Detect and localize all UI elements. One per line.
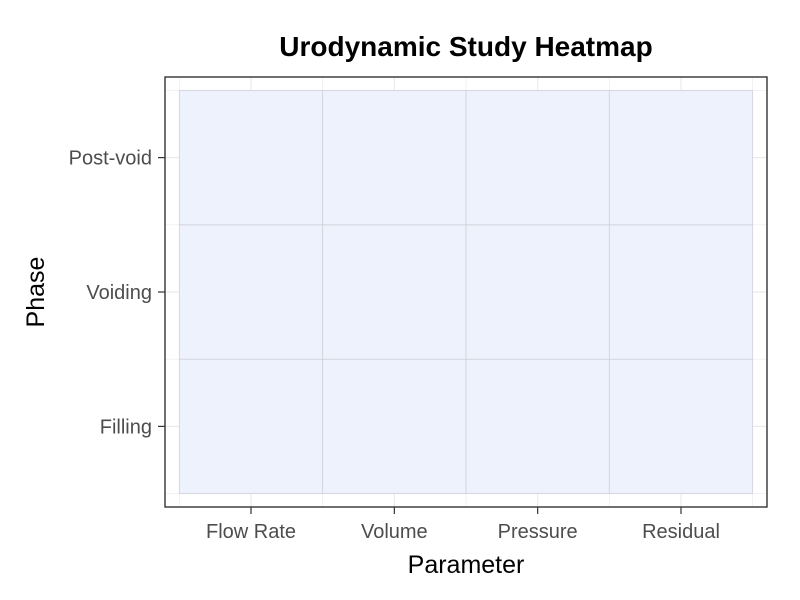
- heatmap-cell: [608, 224, 754, 360]
- heatmap-cell: [322, 90, 467, 226]
- y-tick-label: Voiding: [86, 282, 152, 304]
- x-tick-label: Pressure: [498, 521, 578, 543]
- y-tick-label: Filling: [100, 416, 152, 438]
- x-axis-ticks: Flow Rate Volume Pressure Residual: [206, 507, 720, 543]
- chart-title: Urodynamic Study Heatmap: [279, 31, 652, 62]
- y-axis-title: Phase: [22, 257, 50, 328]
- heatmap-cell: [608, 90, 754, 226]
- heatmap-cell: [465, 358, 610, 494]
- heatmap-cell: [465, 90, 610, 226]
- heatmap-cell: [178, 224, 324, 360]
- heatmap-cell: [178, 358, 324, 494]
- y-axis-ticks: Filling Voiding Post-void: [69, 148, 165, 438]
- heatmap-cell: [608, 358, 754, 494]
- heatmap-cell: [465, 224, 610, 360]
- heatmap-cell: [322, 358, 467, 494]
- x-axis-title: Parameter: [408, 551, 525, 579]
- x-tick-label: Volume: [361, 521, 428, 543]
- heatmap-cells: [178, 90, 754, 494]
- y-tick-label: Post-void: [69, 148, 152, 170]
- heatmap-cell: [322, 224, 467, 360]
- heatmap-cell: [178, 90, 324, 226]
- x-tick-label: Flow Rate: [206, 521, 296, 543]
- x-tick-label: Residual: [642, 521, 720, 543]
